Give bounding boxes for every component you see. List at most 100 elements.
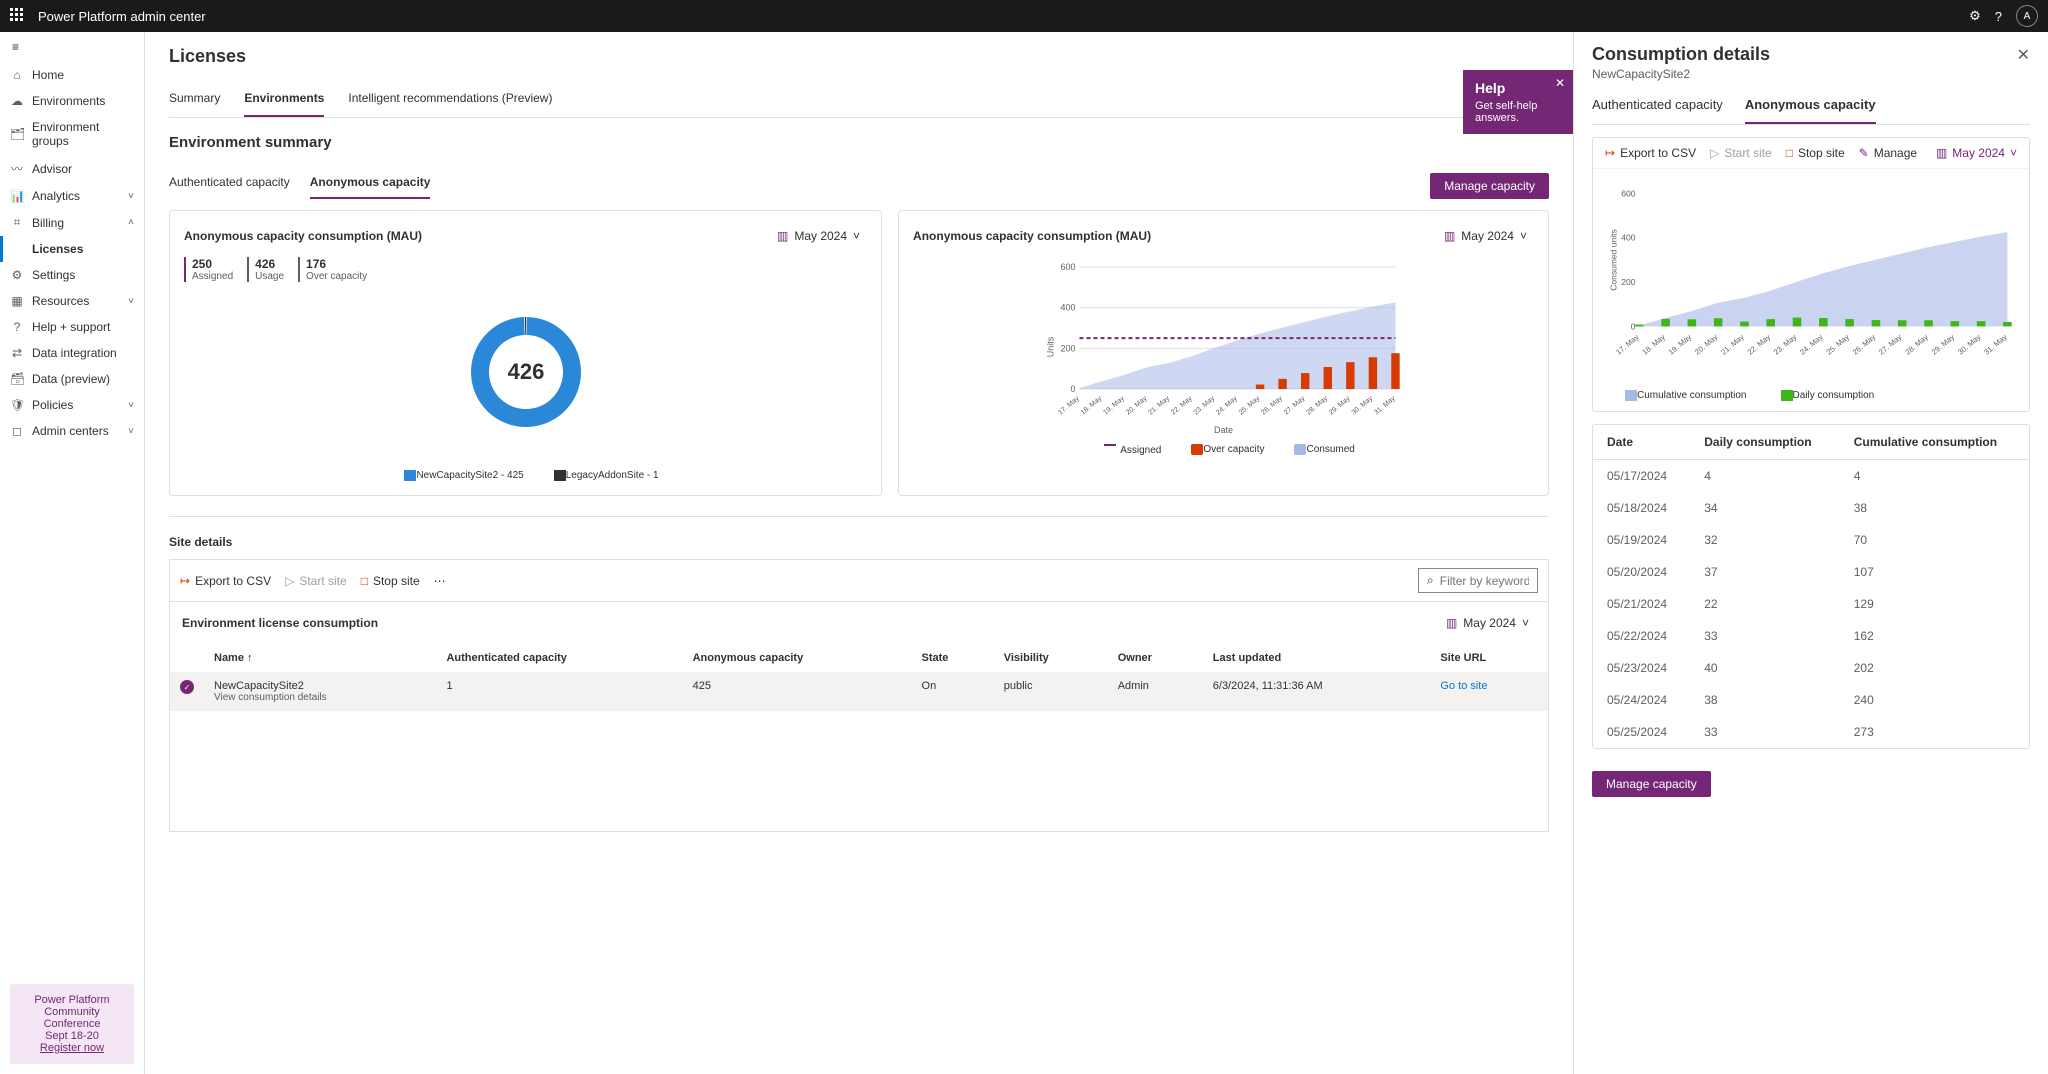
elc-title: Environment license consumption	[182, 616, 378, 630]
nav-collapse-icon[interactable]: ≡	[0, 32, 144, 62]
cell: 70	[1840, 524, 2029, 556]
date-picker[interactable]: ▥ May 2024 ˅	[770, 225, 867, 247]
svg-text:29. May: 29. May	[1328, 395, 1352, 417]
svg-text:22. May: 22. May	[1746, 332, 1773, 356]
svg-text:25. May: 25. May	[1824, 332, 1851, 356]
sidebar-item-billing[interactable]: ⌗Billing˄	[0, 209, 144, 236]
sidebar-item-advisor[interactable]: 〰Advisor	[0, 154, 144, 183]
app-title: Power Platform admin center	[38, 9, 1969, 24]
sidebar-item-licenses[interactable]: Licenses	[0, 236, 144, 262]
tab-environments[interactable]: Environments	[244, 85, 324, 117]
help-flyout: ✕ Help Get self-help answers.	[1463, 70, 1573, 134]
nav-icon: ⚙	[10, 268, 24, 282]
svg-text:20. May: 20. May	[1693, 332, 1720, 356]
sidebar-item-environment-groups[interactable]: 🗂Environment groups	[0, 114, 144, 154]
export-csv-button[interactable]: ↦Export to CSV	[180, 574, 271, 588]
date-picker[interactable]: ▥ May 2024 ˅	[1439, 612, 1536, 634]
svg-text:19. May: 19. May	[1667, 332, 1694, 356]
col-header[interactable]: Owner	[1108, 644, 1203, 672]
help-text: Get self-help answers.	[1475, 100, 1561, 124]
edit-icon: ✎	[1859, 146, 1869, 160]
col-header[interactable]: Visibility	[994, 644, 1108, 672]
stop-icon: □	[1786, 146, 1793, 160]
nav-icon: 🗂	[10, 127, 24, 141]
manage-capacity-button[interactable]: Manage capacity	[1592, 771, 1711, 797]
manage-button[interactable]: ✎Manage	[1859, 146, 1917, 160]
col-header[interactable]: Anonymous capacity	[683, 644, 912, 672]
legend-item: Over capacity	[1179, 444, 1264, 457]
sidebar-item-admin-centers[interactable]: ◻Admin centers˅	[0, 418, 144, 444]
export-csv-button[interactable]: ↦Export to CSV	[1605, 146, 1696, 160]
donut-card: Anonymous capacity consumption (MAU) ▥ M…	[169, 210, 882, 496]
svg-text:28. May: 28. May	[1903, 332, 1930, 356]
close-icon[interactable]: ✕	[1555, 76, 1565, 90]
svg-text:24. May: 24. May	[1215, 395, 1239, 417]
avatar[interactable]: A	[2016, 5, 2038, 27]
sidebar-item-help-support[interactable]: ?Help + support	[0, 314, 144, 340]
site-url-link[interactable]: Go to site	[1440, 680, 1487, 692]
cell: 107	[1840, 556, 2029, 588]
promo-line: Community Conference	[18, 1006, 126, 1030]
nav-label: Home	[32, 68, 64, 82]
stop-site-button[interactable]: □Stop site	[1786, 146, 1845, 160]
cell: 33	[1690, 620, 1839, 652]
check-icon: ✓	[180, 680, 194, 694]
sidebar-item-analytics[interactable]: 📊Analytics˅	[0, 183, 144, 209]
date-picker[interactable]: ▥May 2024˅	[1936, 146, 2017, 160]
cell: public	[994, 672, 1108, 711]
elc-table: Name ↑Authenticated capacityAnonymous ca…	[170, 644, 1548, 711]
sidebar-item-settings[interactable]: ⚙ Settings	[0, 262, 144, 288]
nav-label: Data integration	[32, 346, 117, 360]
promo-link[interactable]: Register now	[40, 1042, 104, 1054]
help-icon[interactable]: ?	[1995, 9, 2002, 24]
detail-tab-anonymous-capacity[interactable]: Anonymous capacity	[1745, 91, 1876, 124]
nav-icon: 📊	[10, 189, 24, 203]
view-details-link[interactable]: View consumption details	[214, 692, 327, 703]
subtab-authenticated-capacity[interactable]: Authenticated capacity	[169, 171, 290, 199]
col-header[interactable]: Name ↑	[204, 644, 436, 672]
filter-input[interactable]	[1440, 574, 1529, 588]
col-header[interactable]: Site URL	[1430, 644, 1548, 672]
svg-text:20. May: 20. May	[1125, 395, 1149, 417]
sidebar-item-environments[interactable]: ☁Environments	[0, 88, 144, 114]
settings-icon[interactable]: ⚙	[1969, 8, 1981, 24]
more-button[interactable]: ⋯	[434, 574, 446, 588]
legend-item: Consumed	[1282, 444, 1354, 457]
nav-icon: ▦	[10, 294, 24, 308]
sidebar-item-data-preview-[interactable]: 🗃Data (preview)	[0, 366, 144, 392]
table-row[interactable]: ✓ NewCapacitySite2 View consumption deta…	[170, 672, 1548, 711]
site-details-title: Site details	[169, 535, 1549, 549]
kpi: 426Usage	[247, 257, 284, 282]
svg-text:17. May: 17. May	[1057, 395, 1081, 417]
col-header[interactable]: Authenticated capacity	[436, 644, 682, 672]
col-header[interactable]: State	[912, 644, 994, 672]
cell: 05/22/2024	[1593, 620, 1690, 652]
cell: 05/23/2024	[1593, 652, 1690, 684]
table-row: 05/18/20243438	[1593, 492, 2029, 524]
stop-site-button[interactable]: □Stop site	[361, 574, 420, 588]
manage-capacity-button[interactable]: Manage capacity	[1430, 173, 1549, 199]
tab-intelligent-recommendations-preview-[interactable]: Intelligent recommendations (Preview)	[348, 85, 552, 117]
subtab-anonymous-capacity[interactable]: Anonymous capacity	[310, 171, 431, 199]
nav-label: Settings	[32, 268, 75, 282]
detail-tab-authenticated-capacity[interactable]: Authenticated capacity	[1592, 91, 1723, 124]
export-icon: ↦	[1605, 146, 1615, 160]
app-launcher-icon[interactable]	[10, 8, 26, 24]
sidebar-item-home[interactable]: ⌂Home	[0, 62, 144, 88]
search-icon: ⌕	[1427, 573, 1434, 588]
export-icon: ↦	[180, 574, 190, 588]
cell: 40	[1690, 652, 1839, 684]
date-picker[interactable]: ▥ May 2024 ˅	[1437, 225, 1534, 247]
table-row: 05/17/202444	[1593, 460, 2029, 493]
close-icon[interactable]: ✕	[2017, 45, 2030, 65]
filter-input-wrap[interactable]: ⌕	[1418, 568, 1538, 593]
svg-text:0: 0	[1631, 321, 1636, 331]
nav-icon: ☁	[10, 94, 24, 108]
detail-chart: 020040060017. May18. May19. May20. May21…	[1607, 179, 2015, 379]
col-header[interactable]: Last updated	[1203, 644, 1431, 672]
tab-summary[interactable]: Summary	[169, 85, 220, 117]
cell: 6/3/2024, 11:31:36 AM	[1203, 672, 1431, 711]
sidebar-item-data-integration[interactable]: ⇄Data integration	[0, 340, 144, 366]
sidebar-item-resources[interactable]: ▦Resources˅	[0, 288, 144, 314]
sidebar-item-policies[interactable]: 🛡Policies˅	[0, 392, 144, 418]
